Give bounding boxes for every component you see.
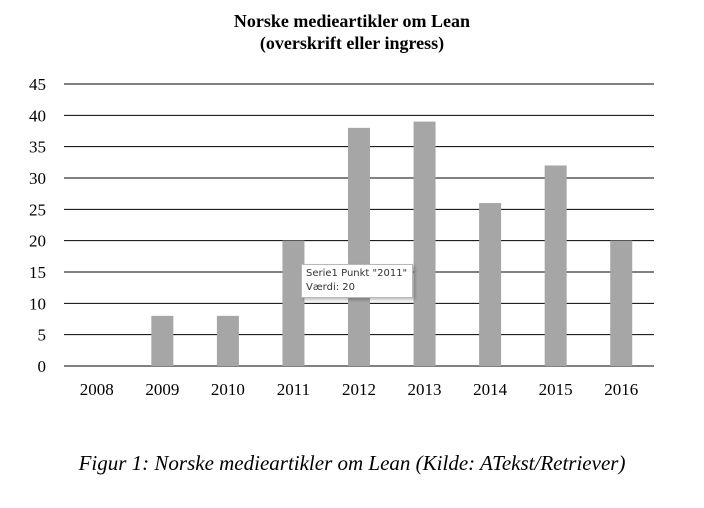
bar-2011 [282, 240, 305, 366]
chart-title: Norske medieartikler om Lean [233, 11, 471, 31]
y-tick-label-25: 25 [29, 200, 46, 219]
chart-title-block: Norske medieartikler om Lean (overskrift… [0, 10, 704, 54]
y-tick-label-45: 45 [29, 75, 46, 94]
y-tick-label-20: 20 [29, 232, 46, 251]
y-tick-label-5: 5 [38, 326, 47, 345]
y-tick-label-0: 0 [38, 357, 47, 376]
x-tick-label-2016: 2016 [604, 380, 638, 399]
tooltip-series-point: Serie1 Punkt "2011" [306, 268, 408, 279]
x-tick-label-2011: 2011 [277, 380, 310, 399]
x-tick-label-2009: 2009 [145, 380, 179, 399]
x-tick-label-2010: 2010 [211, 380, 245, 399]
y-tick-label-15: 15 [29, 263, 46, 282]
x-tick-label-2013: 2013 [408, 380, 442, 399]
y-tick-label-35: 35 [29, 138, 46, 157]
y-tick-label-40: 40 [29, 106, 46, 125]
y-tick-label-30: 30 [29, 169, 46, 188]
bar-2016 [610, 240, 633, 366]
bar-2010 [216, 315, 239, 366]
y-tick-label-10: 10 [29, 294, 46, 313]
x-tick-label-2014: 2014 [473, 380, 508, 399]
x-tick-label-2012: 2012 [342, 380, 376, 399]
chart-subtitle: (overskrift eller ingress) [259, 33, 445, 53]
bar-2013 [413, 121, 436, 366]
tooltip-value: Værdi: 20 [306, 282, 355, 293]
bar-2012 [348, 127, 370, 366]
figure-caption: Figur 1: Norske medieartikler om Lean (K… [78, 451, 626, 475]
bar-2014 [479, 203, 502, 366]
bar-2009 [151, 315, 174, 366]
bar-2015 [544, 165, 567, 366]
data-point-tooltip: Serie1 Punkt "2011" Værdi: 20 [301, 264, 413, 298]
x-tick-label-2015: 2015 [539, 380, 573, 399]
x-tick-label-2008: 2008 [80, 380, 114, 399]
